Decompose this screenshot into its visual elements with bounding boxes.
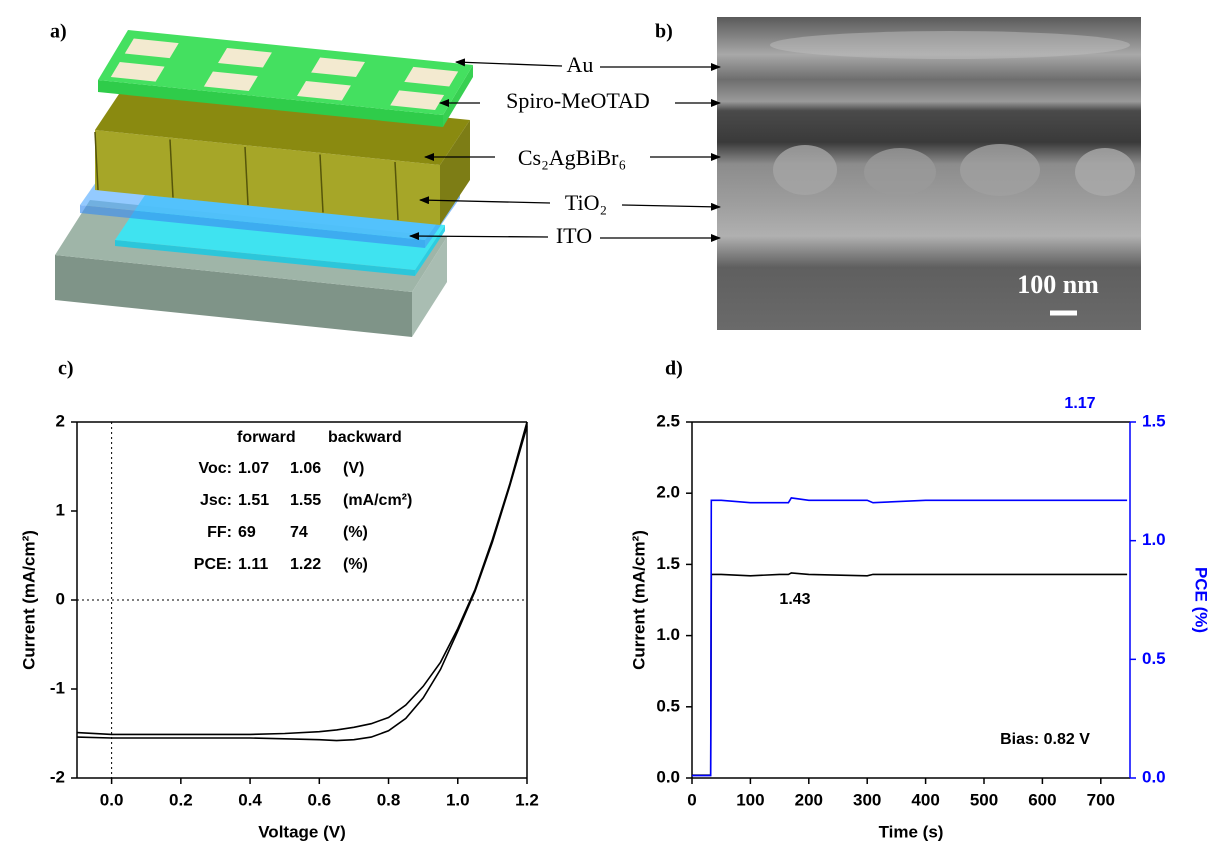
- panel-label: c): [58, 358, 74, 380]
- x-tick-label: 0.2: [169, 790, 193, 809]
- y-tick-label: 2.5: [656, 411, 680, 430]
- annotation: 1.17: [1064, 395, 1095, 412]
- x-tick-label: 200: [795, 790, 823, 809]
- x-axis-label: Time (s): [879, 822, 944, 841]
- table-cell: 1.51: [238, 492, 269, 509]
- layer-label: Cs₂AgBiBr₆: [518, 145, 626, 170]
- x-tick-label: 400: [911, 790, 939, 809]
- x-axis-label: Voltage (V): [258, 822, 346, 841]
- panel-label: a): [50, 21, 67, 43]
- y-tick-label: 1.0: [656, 625, 680, 644]
- layer-label: Au: [567, 52, 594, 77]
- y-tick-label: 0: [56, 589, 65, 608]
- table-cell: Jsc:: [200, 492, 232, 509]
- layer-label: ITO: [556, 223, 592, 248]
- x-tick-label: 0.6: [307, 790, 331, 809]
- y2-axis-label: PCE (%): [1192, 567, 1211, 633]
- table-cell: 74: [290, 524, 308, 541]
- table-header: forward: [237, 429, 296, 446]
- y-tick-label: -2: [50, 767, 65, 786]
- x-tick-label: 1.0: [446, 790, 470, 809]
- x-tick-label: 300: [853, 790, 881, 809]
- table-cell: PCE:: [194, 556, 232, 573]
- y-tick-label: 0.0: [656, 767, 680, 786]
- table-cell: 1.11: [238, 556, 268, 573]
- x-tick-label: 0.0: [100, 790, 124, 809]
- y-tick-label: 1.5: [656, 554, 680, 573]
- x-tick-label: 600: [1028, 790, 1056, 809]
- charts: c) 0.0 0.2 0.4 0.6 0.8 1.0 1.2 -2 -1 0 1 2 Voltage (V…: [19, 358, 1210, 842]
- annotation: 1.43: [779, 591, 810, 608]
- chart: c) 0.0 0.2 0.4 0.6 0.8 1.0 1.2 -2 -1 0 1 2 Voltage (V…: [19, 358, 538, 842]
- table-cell: 1.07: [238, 460, 269, 477]
- chart: d) 0 100 200 300 400 500 600 700 0.0 0.5 1.0 1.5 2.0 2…: [629, 358, 1210, 842]
- layer-label: TiO₂: [565, 190, 607, 215]
- x-tick-label: 100: [736, 790, 764, 809]
- x-tick-label: 0.4: [238, 790, 262, 809]
- table-cell: (mA/cm²): [343, 492, 412, 509]
- panel-label: b): [655, 21, 673, 43]
- table-cell: (%): [343, 524, 368, 541]
- panel-label: d): [665, 358, 683, 380]
- table-cell: Voc:: [199, 460, 232, 477]
- table-cell: FF:: [207, 524, 232, 541]
- annotation: Bias: 0.82 V: [1000, 731, 1090, 748]
- y-axis-label: Current (mA/cm²): [629, 530, 648, 670]
- device-schematic: [55, 30, 473, 337]
- x-tick-label: 1.2: [515, 790, 539, 809]
- x-tick-label: 700: [1087, 790, 1115, 809]
- layer-label: Spiro-MeOTAD: [506, 88, 650, 113]
- table-cell: 69: [238, 524, 256, 541]
- scale-bar-label: 100 nm: [1017, 270, 1099, 299]
- sem-image: 100 nm: [717, 17, 1141, 330]
- table-header: backward: [328, 429, 402, 446]
- table-cell: 1.55: [290, 492, 321, 509]
- y2-tick-label: 1.5: [1142, 411, 1166, 430]
- y-tick-label: 2.0: [656, 483, 680, 502]
- y-axis-label: Current (mA/cm²): [19, 530, 38, 670]
- y-tick-label: 2: [56, 411, 65, 430]
- y-tick-label: 1: [56, 500, 65, 519]
- x-tick-label: 500: [970, 790, 998, 809]
- y-tick-label: -1: [50, 678, 65, 697]
- y2-tick-label: 1.0: [1142, 530, 1166, 549]
- table-cell: (V): [343, 460, 364, 477]
- table-cell: 1.06: [290, 460, 321, 477]
- y2-tick-label: 0.0: [1142, 767, 1166, 786]
- table-cell: 1.22: [290, 556, 321, 573]
- x-tick-label: 0.8: [377, 790, 401, 809]
- figure: 100 nm a) b) Au Spiro-MeOTAD Cs₂AgBiBr₆ …: [0, 0, 1217, 850]
- y2-tick-label: 0.5: [1142, 649, 1166, 668]
- x-tick-label: 0: [687, 790, 696, 809]
- y-tick-label: 0.5: [656, 696, 680, 715]
- table-cell: (%): [343, 556, 368, 573]
